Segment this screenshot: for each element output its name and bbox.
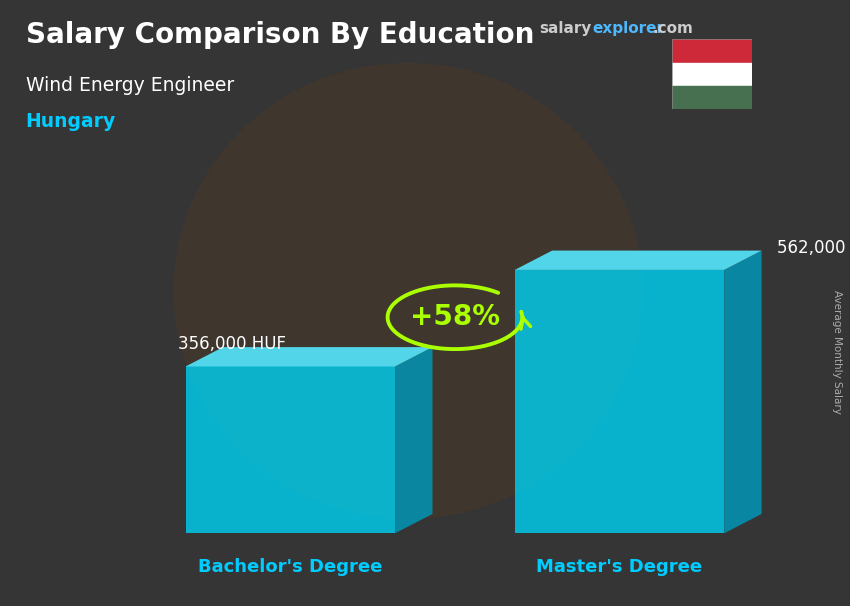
Text: Hungary: Hungary	[26, 112, 116, 131]
Text: Salary Comparison By Education: Salary Comparison By Education	[26, 21, 534, 49]
Text: 356,000 HUF: 356,000 HUF	[178, 335, 286, 353]
Ellipse shape	[174, 64, 642, 518]
Bar	[171, 0, 205, 606]
Polygon shape	[185, 367, 395, 533]
Text: Bachelor's Degree: Bachelor's Degree	[198, 558, 382, 576]
Bar	[502, 0, 536, 606]
Bar	[753, 0, 787, 606]
Text: .com: .com	[653, 21, 694, 36]
Bar	[328, 0, 362, 606]
Polygon shape	[515, 270, 724, 533]
Polygon shape	[724, 250, 762, 533]
Bar	[22, 0, 56, 606]
Text: Average Monthly Salary: Average Monthly Salary	[832, 290, 842, 413]
Bar	[137, 0, 171, 606]
Bar	[445, 0, 479, 606]
Polygon shape	[185, 347, 433, 367]
Bar	[309, 0, 343, 606]
Bar	[552, 0, 586, 606]
Bar	[166, 0, 200, 606]
Bar	[672, 62, 752, 86]
Text: Wind Energy Engineer: Wind Energy Engineer	[26, 76, 234, 95]
Bar	[316, 0, 350, 606]
Text: +58%: +58%	[410, 303, 500, 331]
Bar	[334, 0, 368, 606]
Text: Master's Degree: Master's Degree	[536, 558, 703, 576]
Polygon shape	[515, 250, 762, 270]
Bar	[604, 0, 638, 606]
Text: 562,000 HUF: 562,000 HUF	[777, 239, 850, 257]
Polygon shape	[395, 347, 433, 533]
Text: salary: salary	[540, 21, 592, 36]
Bar	[303, 0, 337, 606]
Bar	[691, 0, 725, 606]
Bar	[672, 39, 752, 62]
Text: explorer: explorer	[592, 21, 665, 36]
Bar	[672, 86, 752, 109]
